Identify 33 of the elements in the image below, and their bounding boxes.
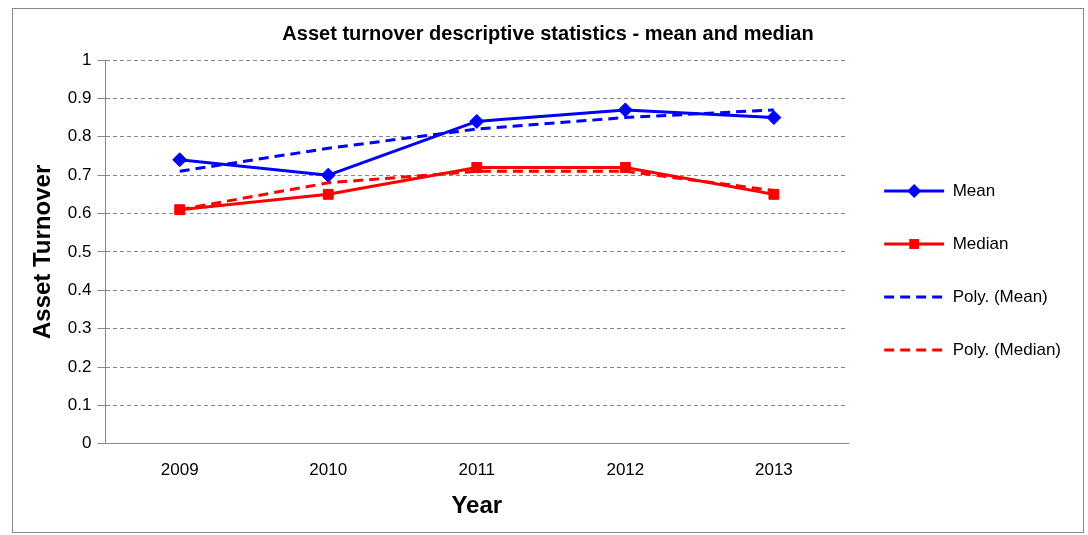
- point: [617, 102, 633, 118]
- y-tick-label: 0.5: [67, 241, 92, 261]
- chart-title: Asset turnover descriptive statistics - mean and median: [282, 21, 814, 44]
- point: [768, 188, 780, 200]
- y-tick-label: 1: [81, 49, 92, 69]
- x-tick-label: 2010: [309, 459, 348, 479]
- y-tick-label: 0.9: [67, 88, 92, 108]
- point: [322, 188, 334, 200]
- point: [172, 152, 188, 168]
- x-tick-label: 2009: [160, 459, 199, 479]
- y-axis-title: Asset Turnover: [28, 164, 56, 340]
- y-tick-label: 0.8: [67, 126, 92, 146]
- point: [320, 167, 336, 183]
- y-tick-label: 0.3: [67, 318, 92, 338]
- y-tick-label: 0.1: [67, 395, 92, 415]
- y-tick-label: 0.4: [67, 279, 92, 299]
- point: [469, 113, 485, 129]
- legend-label: Median: [952, 233, 1009, 253]
- legend-label: Mean: [952, 180, 996, 200]
- legend-label: Poly. (Mean): [952, 286, 1048, 306]
- x-tick-label: 2011: [458, 459, 496, 479]
- x-axis-title: Year: [451, 491, 503, 519]
- y-tick-label: 0.6: [67, 203, 92, 223]
- y-tick-label: 0: [81, 433, 92, 453]
- point: [471, 162, 483, 173]
- y-tick-label: 0.7: [67, 164, 92, 184]
- x-tick-label: 2013: [754, 459, 793, 479]
- point: [766, 110, 782, 126]
- x-tick-label: 2012: [606, 459, 645, 479]
- legend-label: Poly. (Median): [952, 339, 1062, 359]
- y-tick-label: 0.2: [67, 356, 92, 376]
- point: [174, 204, 186, 216]
- point: [619, 162, 631, 173]
